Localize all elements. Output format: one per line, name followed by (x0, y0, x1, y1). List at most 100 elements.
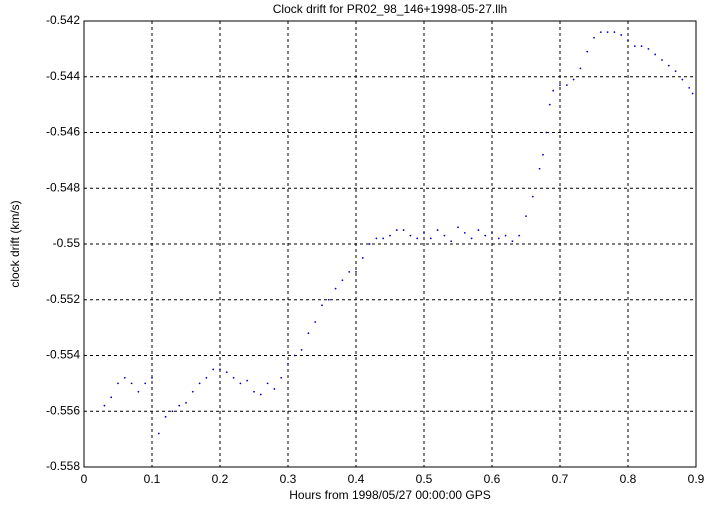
data-point (586, 50, 589, 53)
data-point (123, 376, 126, 379)
data-point (654, 53, 657, 56)
x-tick-label: 0.5 (416, 472, 433, 486)
data-point (691, 92, 694, 95)
data-point (416, 237, 419, 240)
data-point (321, 304, 323, 307)
data-point (395, 229, 398, 231)
data-point (191, 390, 194, 393)
data-point (688, 87, 691, 89)
data-point (423, 231, 425, 234)
data-point (497, 237, 500, 240)
data-point (572, 78, 575, 81)
data-point (246, 379, 249, 382)
data-point (327, 298, 330, 301)
data-point (593, 36, 595, 39)
data-point (429, 237, 432, 240)
data-point (457, 226, 459, 229)
data-point (491, 231, 493, 234)
data-point (348, 270, 351, 273)
data-point (361, 257, 364, 259)
data-point (436, 229, 439, 231)
data-point (504, 234, 507, 237)
data-point (681, 78, 684, 81)
data-point (300, 349, 303, 351)
y-tick-label: -0.558 (46, 459, 80, 473)
data-point (307, 332, 310, 335)
data-point (273, 388, 276, 390)
data-point (110, 396, 113, 399)
data-point (225, 371, 228, 374)
data-point (477, 229, 480, 231)
y-tick-label: -0.556 (46, 403, 80, 417)
y-tick-label: -0.544 (46, 69, 80, 83)
data-point (280, 376, 283, 379)
data-point (253, 390, 255, 393)
data-point (613, 31, 616, 34)
data-point (212, 368, 215, 371)
data-point (232, 376, 235, 379)
data-point (599, 31, 602, 34)
data-point (443, 234, 446, 237)
data-point (640, 45, 643, 47)
data-point (389, 234, 391, 237)
data-point (484, 234, 487, 237)
data-point (674, 70, 677, 73)
data-point (293, 354, 296, 357)
data-point (334, 287, 337, 290)
data-point (259, 393, 262, 396)
x-tick-label: 0.6 (484, 472, 501, 486)
data-point (287, 362, 289, 365)
data-point (144, 382, 147, 385)
data-point (559, 84, 561, 87)
data-point (620, 34, 623, 36)
data-point (661, 59, 663, 61)
chart-title: Clock drift for PR02_98_146+1998-05-27.l… (273, 2, 507, 16)
x-tick-label: 0.1 (144, 472, 161, 486)
data-point (627, 39, 629, 42)
data-point (565, 84, 568, 87)
data-point (463, 231, 466, 234)
data-point (552, 89, 555, 92)
data-point (117, 382, 119, 385)
data-point (266, 382, 269, 385)
data-point (130, 382, 133, 385)
y-axis-label: clock drift (km/s) (8, 200, 22, 287)
data-point (518, 234, 521, 237)
data-point (239, 382, 242, 385)
x-tick-label: 0.9 (688, 472, 705, 486)
y-tick-label: -0.55 (53, 236, 81, 250)
data-point (185, 401, 187, 404)
data-point (470, 237, 473, 240)
data-point (314, 321, 317, 323)
data-point (205, 376, 208, 379)
data-point (355, 270, 357, 273)
x-tick-label: 0 (81, 472, 88, 486)
data-point (178, 404, 181, 407)
data-point (409, 234, 412, 237)
data-point (151, 376, 153, 379)
data-point (157, 432, 160, 435)
data-point (647, 47, 650, 50)
data-point (525, 215, 527, 218)
data-point (667, 64, 670, 67)
data-point (531, 195, 534, 198)
y-tick-label: -0.548 (46, 180, 80, 194)
data-point (198, 382, 201, 385)
data-point (511, 240, 514, 243)
x-axis-label: Hours from 1998/05/27 00:00:00 GPS (289, 488, 490, 502)
data-point (579, 67, 582, 70)
data-point (368, 243, 371, 245)
data-point (545, 131, 548, 134)
x-tick-label: 0.3 (280, 472, 297, 486)
data-point (538, 167, 541, 170)
data-point (137, 390, 140, 393)
data-point (219, 368, 221, 371)
y-tick-label: -0.554 (46, 348, 80, 362)
data-point (633, 45, 636, 47)
data-point (402, 229, 405, 231)
data-point (171, 410, 174, 413)
data-point (382, 237, 385, 240)
data-point (606, 31, 609, 34)
data-point (164, 415, 167, 418)
